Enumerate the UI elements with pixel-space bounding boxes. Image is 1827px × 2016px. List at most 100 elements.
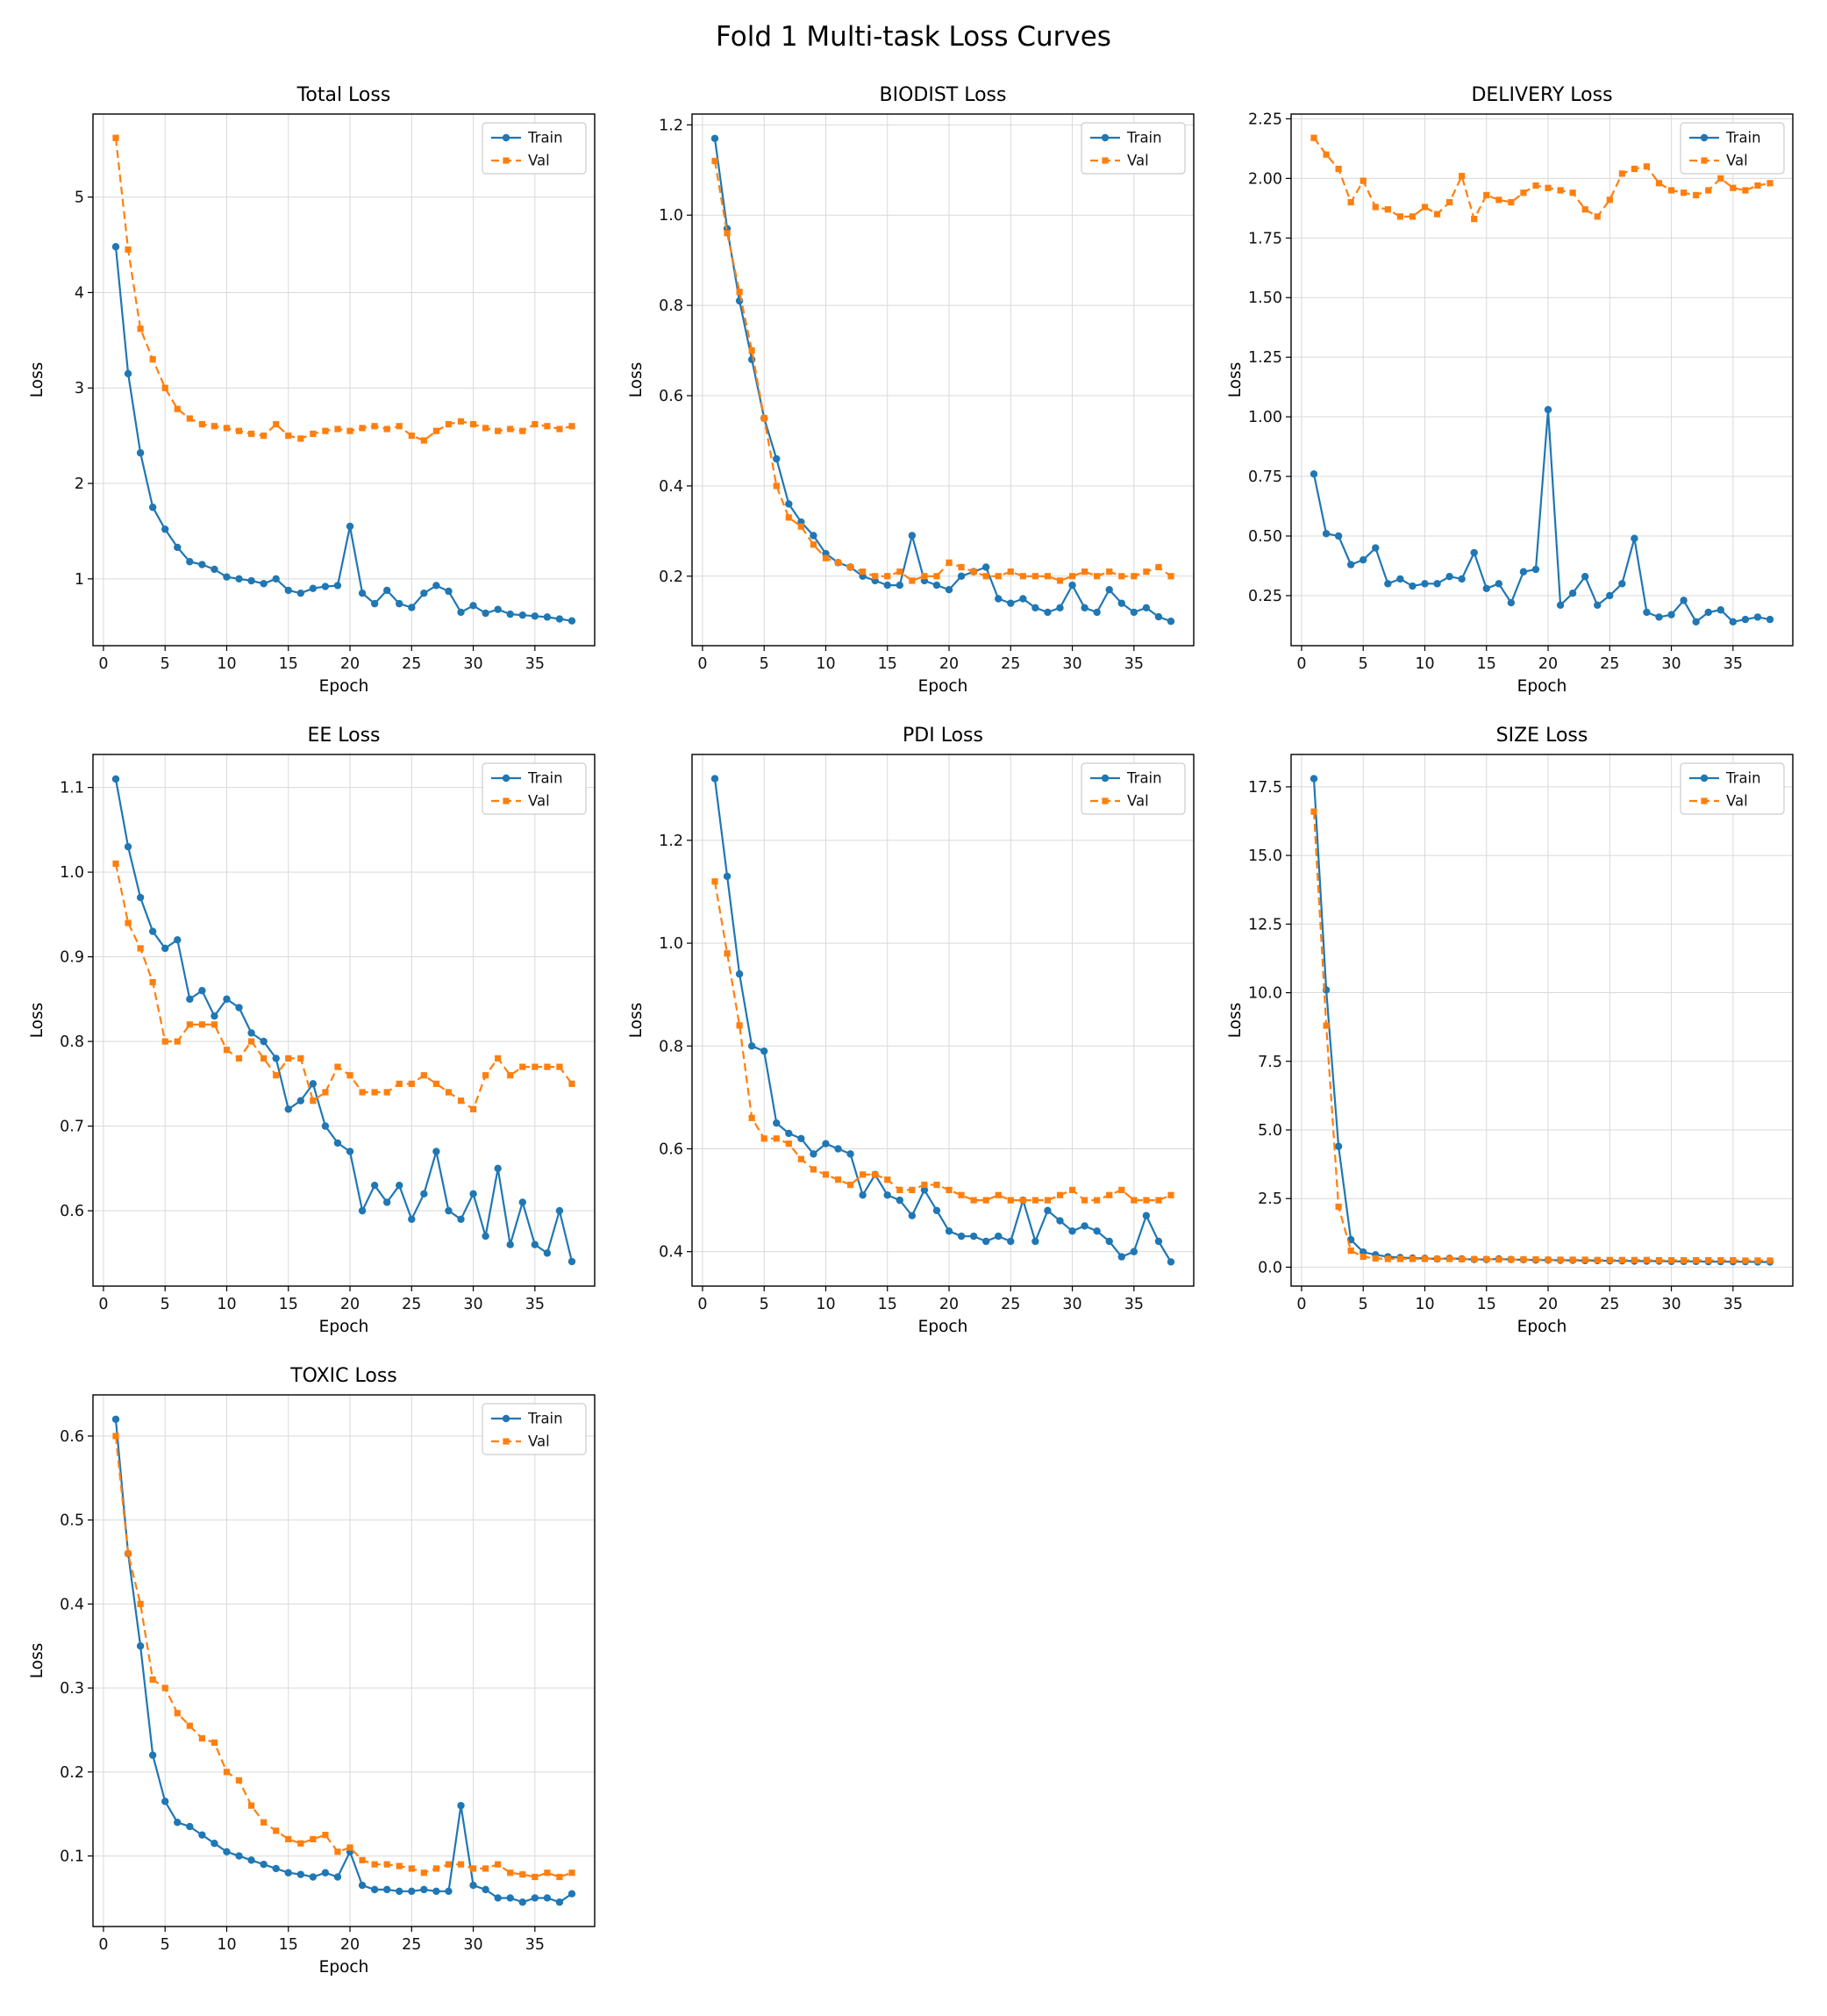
- data-point-marker: [507, 425, 514, 433]
- data-point-marker: [1155, 1197, 1162, 1204]
- data-point-marker: [457, 1801, 465, 1810]
- chart-biodist-loss: 0 5 10 15 20 25 30 35 0.2 0.4 0.6 0.8 1.0 1.2 BIODIST …: [627, 84, 1195, 696]
- data-point-marker: [247, 430, 255, 438]
- y-axis-label: Loss: [28, 362, 46, 398]
- data-point-marker: [1631, 165, 1638, 173]
- data-point-marker: [161, 525, 169, 533]
- y-tick-label: 12.5: [1248, 916, 1282, 933]
- data-point-marker: [1106, 1191, 1113, 1198]
- data-point-marker: [136, 1642, 145, 1650]
- data-point-marker: [370, 599, 379, 608]
- data-point-marker: [1569, 189, 1576, 197]
- legend-marker: [1701, 157, 1708, 164]
- data-point-marker: [846, 1181, 854, 1189]
- data-point-marker: [760, 415, 767, 422]
- data-point-marker: [174, 1038, 181, 1045]
- data-point-marker: [568, 1869, 575, 1877]
- data-point-marker: [1507, 598, 1516, 607]
- y-tick-label: 15.0: [1248, 847, 1282, 865]
- data-point-marker: [223, 1848, 231, 1855]
- data-point-marker: [785, 500, 793, 508]
- legend: Train Val: [482, 762, 587, 815]
- data-point-marker: [1643, 608, 1651, 617]
- data-point-marker: [494, 1894, 502, 1902]
- legend-marker: [1101, 774, 1110, 783]
- y-tick-label: 17.5: [1248, 779, 1282, 797]
- plot-area: [93, 114, 595, 646]
- data-point-marker: [198, 987, 206, 995]
- data-point-marker: [723, 872, 732, 881]
- data-point-marker: [124, 369, 132, 378]
- data-point-marker: [333, 582, 342, 590]
- data-point-marker: [309, 1873, 318, 1881]
- plot-area: [93, 754, 595, 1286]
- data-point-marker: [1409, 1255, 1417, 1262]
- data-point-marker: [371, 423, 378, 430]
- data-point-marker: [137, 1600, 144, 1607]
- data-point-marker: [1545, 1256, 1552, 1263]
- plot-area: [692, 114, 1194, 646]
- x-tick-label: 10: [1415, 655, 1434, 673]
- data-point-marker: [420, 1885, 428, 1894]
- data-point-marker: [1031, 573, 1039, 580]
- data-point-marker: [1117, 599, 1125, 607]
- y-tick-label: 0.4: [659, 478, 683, 496]
- data-point-marker: [957, 572, 966, 580]
- data-point-marker: [556, 1873, 563, 1881]
- y-tick-label: 0.1: [60, 1848, 84, 1866]
- data-point-marker: [1655, 613, 1663, 621]
- data-point-marker: [1081, 604, 1088, 611]
- data-point-marker: [747, 1042, 756, 1050]
- data-point-marker: [284, 586, 292, 595]
- data-point-marker: [174, 936, 182, 944]
- data-point-marker: [112, 1433, 119, 1440]
- data-point-marker: [136, 893, 145, 902]
- x-tick-label: 15: [1477, 1296, 1496, 1313]
- data-point-marker: [284, 1869, 292, 1877]
- data-point-marker: [518, 611, 526, 619]
- data-point-marker: [223, 425, 231, 432]
- data-point-marker: [797, 1155, 804, 1162]
- legend: Train Val: [1081, 762, 1186, 815]
- data-point-marker: [334, 1063, 341, 1070]
- data-point-marker: [111, 775, 120, 783]
- data-point-marker: [382, 586, 391, 595]
- data-point-marker: [957, 1232, 966, 1240]
- data-point-marker: [1631, 534, 1638, 542]
- data-point-marker: [1167, 618, 1175, 626]
- data-point-marker: [1495, 1256, 1502, 1263]
- data-point-marker: [568, 423, 575, 430]
- data-point-marker: [495, 1054, 502, 1062]
- data-point-marker: [921, 573, 928, 580]
- data-point-marker: [1347, 198, 1354, 206]
- data-point-marker: [1094, 573, 1101, 580]
- data-point-marker: [1131, 573, 1138, 580]
- data-point-marker: [136, 449, 145, 457]
- legend-label: Train: [527, 1411, 563, 1427]
- data-point-marker: [711, 878, 718, 885]
- data-point-marker: [507, 1869, 514, 1877]
- data-point-marker: [1372, 1255, 1379, 1262]
- data-point-marker: [1581, 206, 1588, 213]
- data-point-marker: [909, 1186, 916, 1194]
- data-point-marker: [760, 1047, 768, 1055]
- data-point-marker: [1056, 577, 1064, 584]
- legend-label: Val: [1726, 793, 1748, 810]
- data-point-marker: [519, 1063, 526, 1070]
- data-point-marker: [1118, 1186, 1125, 1194]
- data-point-marker: [1667, 611, 1675, 618]
- plot-area: [1291, 754, 1793, 1286]
- data-point-marker: [445, 1861, 453, 1868]
- y-tick-label: 2: [75, 475, 84, 493]
- data-point-marker: [1396, 1255, 1403, 1262]
- x-tick-label: 15: [279, 655, 298, 673]
- data-point-marker: [346, 427, 353, 434]
- data-point-marker: [1093, 1227, 1101, 1235]
- data-point-marker: [382, 1198, 391, 1206]
- data-point-marker: [161, 944, 169, 953]
- data-point-marker: [445, 1887, 453, 1895]
- data-point-marker: [995, 573, 1002, 580]
- y-tick-label: 1.0: [60, 864, 84, 882]
- data-point-marker: [1143, 568, 1150, 575]
- data-point-marker: [909, 577, 916, 584]
